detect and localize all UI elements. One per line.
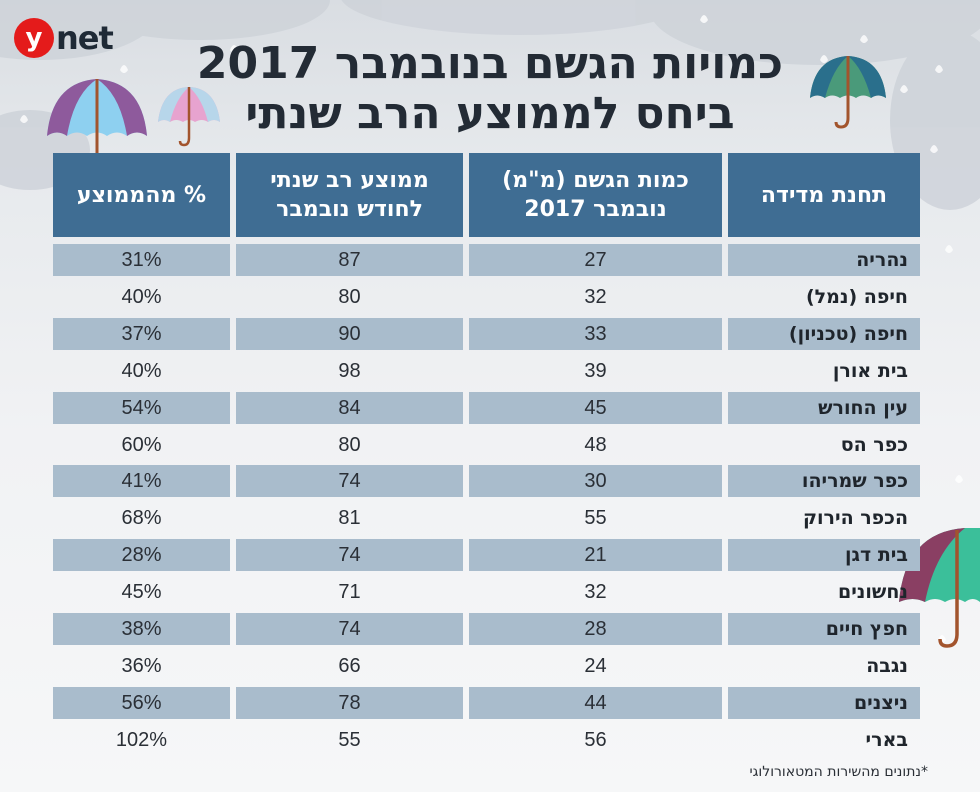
umbrella-icon (158, 87, 220, 147)
rain-cell: 56 (584, 728, 607, 751)
rain-cell: 30 (469, 465, 722, 497)
percent-cell: 40% (121, 285, 162, 308)
logo-word: net (56, 19, 114, 57)
average-cell: 81 (338, 506, 361, 529)
station-cell: חיפה (נמל) (805, 286, 908, 308)
header-station: תחנת מדידה (728, 153, 920, 237)
average-cell: 71 (338, 580, 361, 603)
rain-cell: 33 (469, 318, 722, 350)
rain-cell: 27 (469, 244, 722, 276)
rain-cell: 24 (584, 654, 607, 677)
percent-cell: 40% (121, 359, 162, 382)
station-cell: הכפר הירוק (803, 507, 908, 529)
umbrella-icon (47, 79, 147, 170)
rain-cell: 28 (469, 613, 722, 645)
station-cell: בית דגן (728, 539, 920, 571)
station-cell: חיפה (טכניון) (728, 318, 920, 350)
header-rain: כמות הגשם (מ"מ) נובמבר 2017 (469, 153, 722, 237)
average-cell: 66 (338, 654, 361, 677)
station-cell: כפר הס (840, 434, 908, 456)
station-cell: בארי (865, 729, 908, 751)
average-cell: 80 (338, 285, 361, 308)
average-cell: 74 (236, 613, 463, 645)
station-cell: נגבה (866, 655, 908, 677)
station-cell: חפץ חיים (728, 613, 920, 645)
station-cell: עין החורש (728, 392, 920, 424)
percent-cell: 41% (53, 465, 230, 497)
chart-subtitle: ביחס לממוצע הרב שנתי (245, 88, 735, 139)
percent-cell: 37% (53, 318, 230, 350)
umbrella-icon (810, 56, 886, 129)
ynet-logo: y net (14, 18, 114, 58)
average-cell: 74 (236, 539, 463, 571)
rain-cell: 55 (584, 506, 607, 529)
station-cell: כפר שמריהו (728, 465, 920, 497)
percent-cell: 56% (53, 687, 230, 719)
station-cell: ניצנים (728, 687, 920, 719)
umbrella-icon (899, 528, 980, 648)
rain-cell: 48 (584, 433, 607, 456)
average-cell: 90 (236, 318, 463, 350)
header-average: ממוצע רב שנתי לחודש נובמבר (236, 153, 463, 237)
rain-cell: 32 (584, 580, 607, 603)
percent-cell: 31% (53, 244, 230, 276)
average-cell: 78 (236, 687, 463, 719)
percent-cell: 54% (53, 392, 230, 424)
rain-cell: 21 (469, 539, 722, 571)
station-cell: נהריה (728, 244, 920, 276)
rain-cell: 45 (469, 392, 722, 424)
percent-cell: 28% (53, 539, 230, 571)
rain-cell: 39 (584, 359, 607, 382)
average-cell: 55 (338, 728, 361, 751)
average-cell: 74 (236, 465, 463, 497)
rain-cell: 44 (469, 687, 722, 719)
percent-cell: 68% (121, 506, 162, 529)
footnote: *נתונים מהשירות המטאורולוגי (749, 764, 928, 780)
station-cell: בית אורן (832, 360, 908, 382)
percent-cell: 45% (121, 580, 162, 603)
rain-cell: 32 (584, 285, 607, 308)
station-cell: נחשונים (837, 581, 908, 603)
logo-letter: y (14, 18, 54, 58)
average-cell: 84 (236, 392, 463, 424)
average-cell: 98 (338, 359, 361, 382)
header-percent: % מהממוצע (53, 153, 230, 237)
percent-cell: 60% (121, 433, 162, 456)
average-cell: 80 (338, 433, 361, 456)
average-cell: 87 (236, 244, 463, 276)
percent-cell: 36% (121, 654, 162, 677)
chart-title: כמויות הגשם בנובמבר 2017 (196, 38, 784, 89)
percent-cell: 38% (53, 613, 230, 645)
percent-cell: 102% (115, 728, 168, 751)
